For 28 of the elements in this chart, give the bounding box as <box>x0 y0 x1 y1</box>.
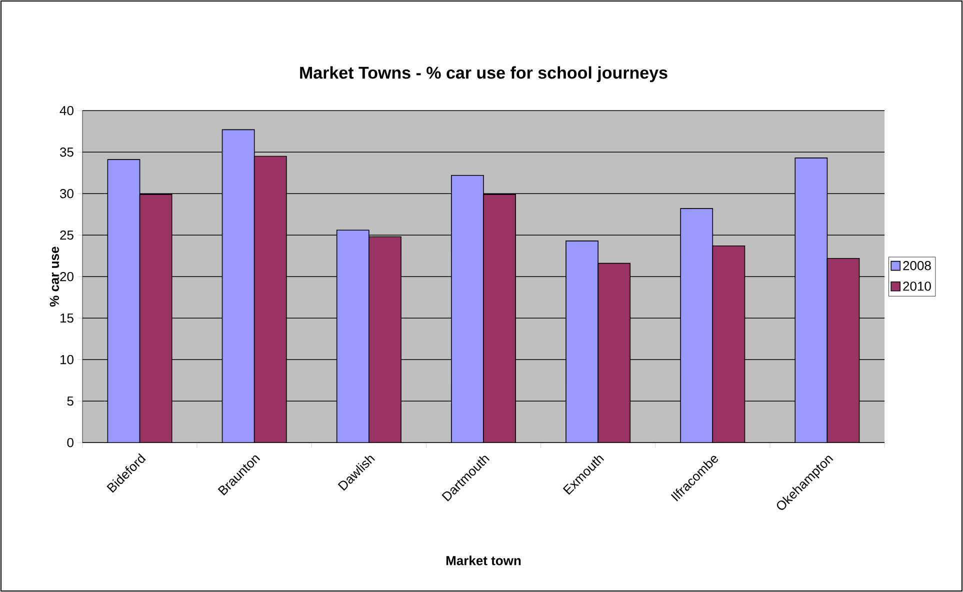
bar <box>566 240 598 443</box>
y-tick-label: 20 <box>60 272 74 282</box>
bar <box>222 129 255 443</box>
bar <box>139 194 172 443</box>
bar <box>451 174 484 443</box>
bar <box>598 262 631 443</box>
y-tick-label: 40 <box>60 106 74 116</box>
bar <box>254 156 287 443</box>
legend-label: 2010 <box>903 282 931 291</box>
bar <box>483 194 516 443</box>
y-tick-label: 25 <box>60 230 74 240</box>
legend-label: 2008 <box>903 261 931 270</box>
bar <box>107 159 140 443</box>
y-tick-label: 35 <box>60 148 74 157</box>
y-axis-title: % car use <box>50 246 60 307</box>
bar <box>680 208 714 443</box>
x-axis-title: Market town <box>446 556 521 566</box>
y-tick-label: 15 <box>60 314 74 323</box>
y-tick-label: 0 <box>67 438 74 448</box>
y-tick-label: 10 <box>60 355 74 364</box>
bar <box>794 158 828 443</box>
bar <box>368 236 402 443</box>
bar <box>336 230 370 443</box>
y-tick-label: 5 <box>67 396 74 406</box>
chart-title: Market Towns - % car use for school journeys <box>300 66 668 82</box>
bar <box>712 245 746 443</box>
y-tick-label: 30 <box>60 189 74 198</box>
bar <box>826 258 860 443</box>
